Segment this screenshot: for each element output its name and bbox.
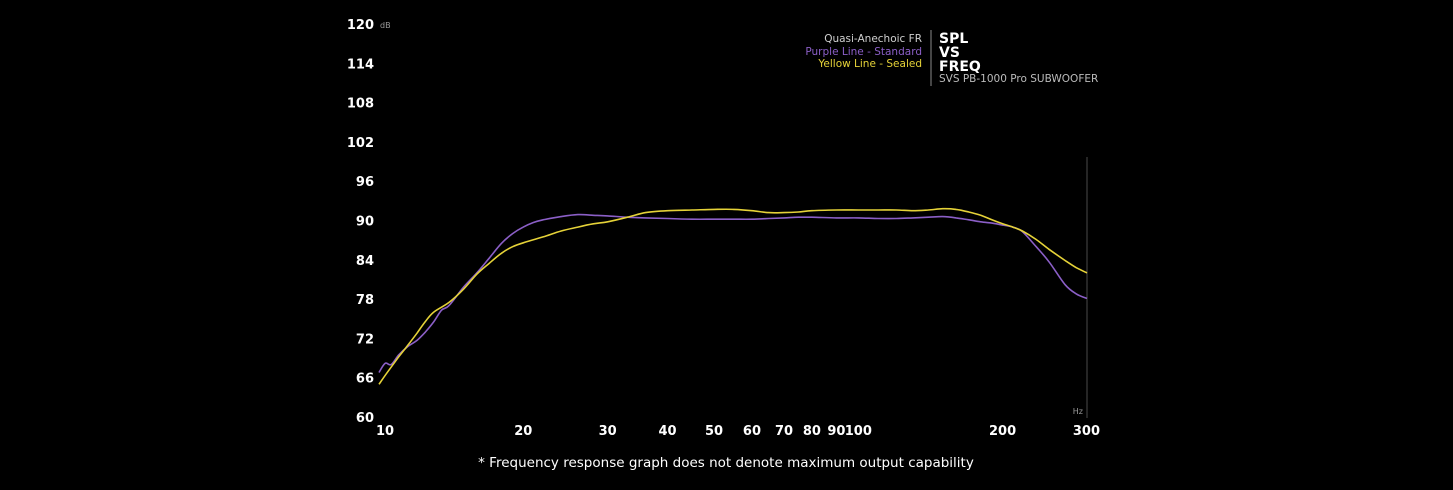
legend-item-standard: Purple Line - Standard [805,46,922,58]
y-tick-label: 96 [356,175,374,190]
y-tick-label: 120 [347,18,374,33]
series-line-sealed [378,207,1088,385]
x-tick-label: 20 [514,424,532,439]
x-tick-label: 10 [376,424,394,439]
legend-heading: Quasi-Anechoic FR [824,33,922,45]
legend-product-name: SVS PB-1000 Pro SUBWOOFER [939,73,1098,85]
y-tick-label: 90 [356,215,374,230]
x-tick-label: 60 [743,424,761,439]
series-line-standard [378,213,1088,373]
y-tick-label: 66 [356,372,374,387]
series-lines [378,207,1088,385]
legend-item-sealed: Yellow Line - Sealed [817,58,922,70]
x-axis-ticks: 10 20 30 40 50 60 70 80 90 100 200 300 [376,424,1100,439]
x-axis-unit: Hz [1073,407,1083,416]
y-axis-unit: dB [380,21,391,30]
x-tick-label: 50 [705,424,723,439]
x-tick-label: 40 [659,424,677,439]
x-tick-label: 90 [827,424,845,439]
x-tick-label: 70 [775,424,793,439]
x-tick-label: 100 [845,424,872,439]
legend: Quasi-Anechoic FR Purple Line - Standard… [805,30,1098,86]
x-tick-label: 80 [803,424,821,439]
legend-title-spl: SPL [939,31,968,47]
y-tick-label: 84 [356,254,374,269]
y-axis-ticks: 120 114 108 102 96 90 84 78 72 66 60 [347,18,374,426]
legend-title-freq: FREQ [939,59,981,75]
x-tick-label: 300 [1073,424,1100,439]
y-tick-label: 108 [347,97,374,112]
y-tick-label: 60 [356,411,374,426]
y-tick-label: 78 [356,293,374,308]
y-tick-label: 72 [356,332,374,347]
y-tick-label: 102 [347,136,374,151]
y-tick-label: 114 [347,57,374,72]
x-tick-label: 30 [599,424,617,439]
legend-title-vs: VS [939,45,960,61]
footnote: * Frequency response graph does not deno… [478,455,974,471]
x-tick-label: 200 [989,424,1016,439]
